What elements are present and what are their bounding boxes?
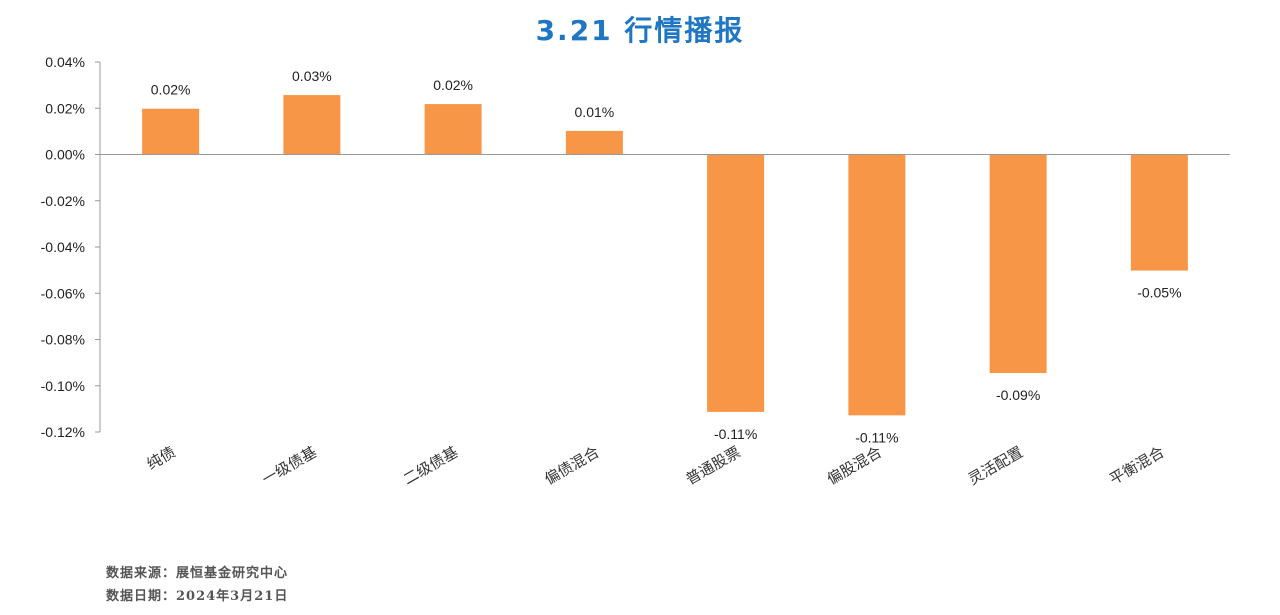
data-date: 数据日期：2024年3月21日 bbox=[106, 589, 289, 604]
y-tick-label: -0.10% bbox=[41, 378, 85, 394]
category-label: 偏债混合 bbox=[541, 443, 602, 489]
data-label: 0.01% bbox=[575, 104, 615, 120]
bar bbox=[142, 108, 200, 155]
y-tick-label: 0.00% bbox=[45, 147, 85, 163]
bar bbox=[424, 104, 482, 155]
data-source: 数据来源：展恒基金研究中心 bbox=[106, 566, 289, 581]
bar bbox=[848, 154, 906, 416]
y-tick-label: 0.02% bbox=[45, 100, 85, 116]
data-label: -0.05% bbox=[1137, 285, 1181, 301]
y-tick-label: 0.04% bbox=[45, 54, 85, 70]
data-label: -0.11% bbox=[714, 426, 757, 442]
category-label: 灵活配置 bbox=[965, 443, 1026, 489]
category-label: 平衡混合 bbox=[1106, 443, 1167, 489]
category-label: 一级债基 bbox=[259, 443, 320, 489]
y-axis: 0.04% 0.02% 0.00% -0.02% -0.04% -0.06% -0.08% -… bbox=[41, 54, 101, 440]
chart-title: 3.21 行情播报 bbox=[536, 14, 745, 47]
bars: 0.02% 0.03% 0.02% 0.01% -0.11% -0.11% -0.09% -0… bbox=[142, 68, 1188, 445]
category-label: 普通股票 bbox=[683, 443, 744, 489]
y-tick-label: -0.06% bbox=[41, 285, 85, 301]
bar bbox=[565, 130, 623, 155]
data-label: 0.02% bbox=[433, 77, 473, 93]
y-tick-label: -0.12% bbox=[41, 424, 85, 440]
bar bbox=[1130, 154, 1188, 271]
bar bbox=[989, 154, 1047, 374]
x-axis: 纯债 一级债基 二级债基 偏债混合 普通股票 偏股混合 灵活配置 平衡混合 bbox=[100, 154, 1230, 489]
bar bbox=[707, 154, 765, 412]
category-label: 纯债 bbox=[144, 443, 179, 474]
data-label: -0.11% bbox=[855, 429, 898, 445]
category-label: 二级债基 bbox=[400, 443, 461, 489]
category-label: 偏股混合 bbox=[824, 443, 885, 489]
y-tick-label: -0.04% bbox=[41, 239, 85, 255]
y-tick-label: -0.02% bbox=[41, 193, 85, 209]
bar bbox=[283, 95, 341, 155]
data-label: -0.09% bbox=[996, 387, 1040, 403]
data-label: 0.02% bbox=[151, 82, 191, 98]
data-label: 0.03% bbox=[292, 68, 332, 84]
y-tick-label: -0.08% bbox=[41, 332, 85, 348]
